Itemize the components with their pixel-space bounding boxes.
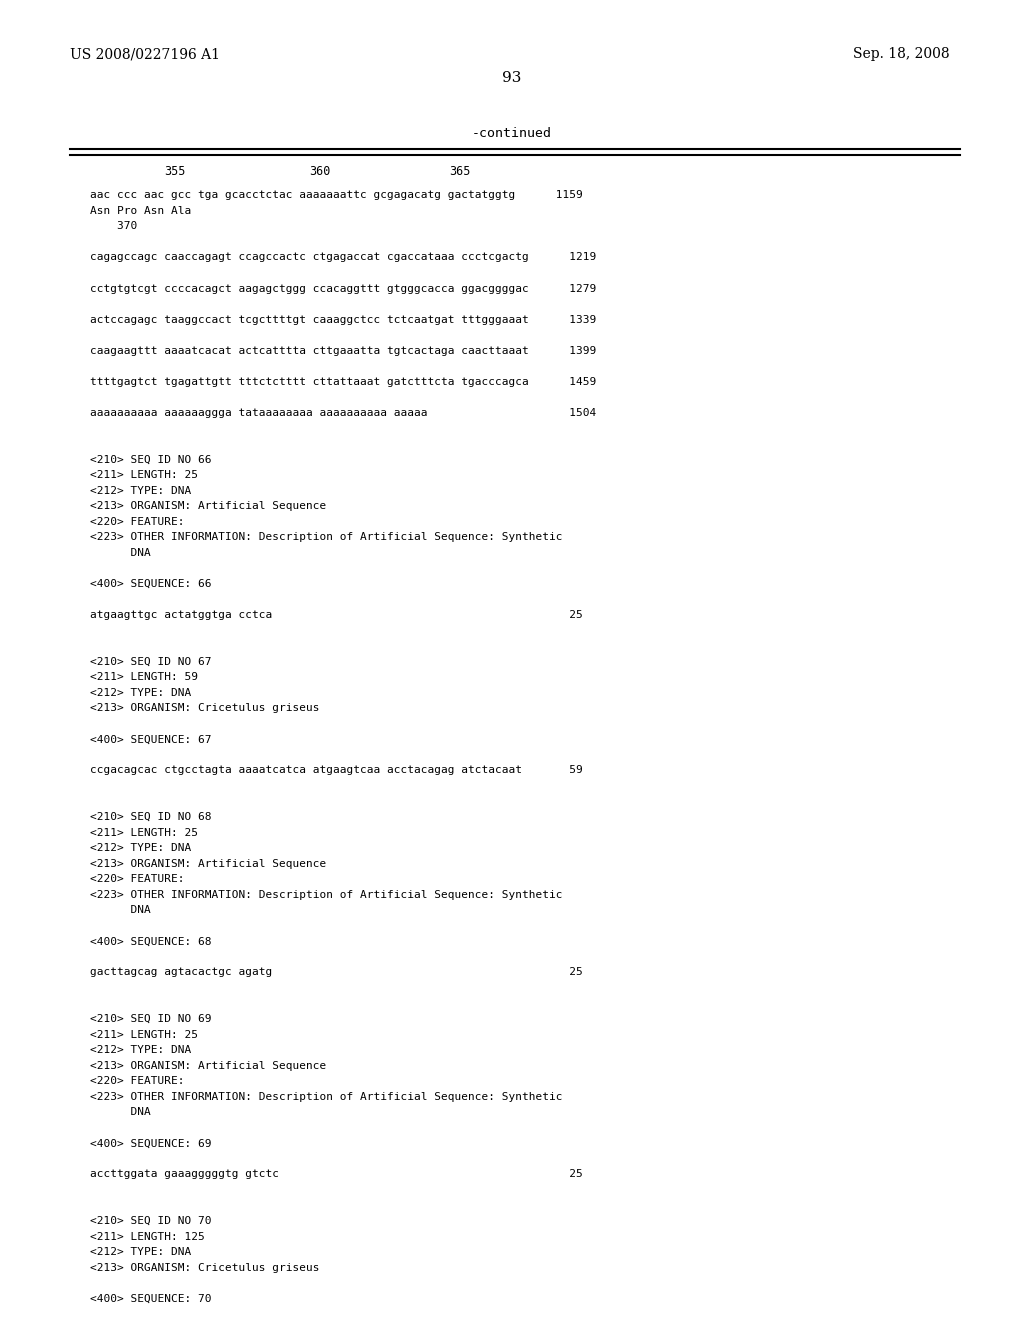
Text: <212> TYPE: DNA: <212> TYPE: DNA [90,486,191,495]
Text: cctgtgtcgt ccccacagct aagagctggg ccacaggttt gtgggcacca ggacggggac      1279: cctgtgtcgt ccccacagct aagagctggg ccacagg… [90,284,596,293]
Text: <210> SEQ ID NO 68: <210> SEQ ID NO 68 [90,812,212,822]
Text: <220> FEATURE:: <220> FEATURE: [90,516,184,527]
Text: <213> ORGANISM: Cricetulus griseus: <213> ORGANISM: Cricetulus griseus [90,1263,319,1272]
Text: <220> FEATURE:: <220> FEATURE: [90,874,184,884]
Text: <213> ORGANISM: Artificial Sequence: <213> ORGANISM: Artificial Sequence [90,502,327,511]
Text: <400> SEQUENCE: 70: <400> SEQUENCE: 70 [90,1294,212,1304]
Text: <210> SEQ ID NO 69: <210> SEQ ID NO 69 [90,1014,212,1024]
Text: ccgacagcac ctgcctagta aaaatcatca atgaagtcaa acctacagag atctacaat       59: ccgacagcac ctgcctagta aaaatcatca atgaagt… [90,766,583,775]
Text: 93: 93 [503,71,521,84]
Text: <210> SEQ ID NO 66: <210> SEQ ID NO 66 [90,454,212,465]
Text: <210> SEQ ID NO 70: <210> SEQ ID NO 70 [90,1216,212,1226]
Text: <211> LENGTH: 59: <211> LENGTH: 59 [90,672,198,682]
Text: <212> TYPE: DNA: <212> TYPE: DNA [90,1247,191,1257]
Text: <212> TYPE: DNA: <212> TYPE: DNA [90,843,191,853]
Text: <223> OTHER INFORMATION: Description of Artificial Sequence: Synthetic: <223> OTHER INFORMATION: Description of … [90,890,562,900]
Text: aaaaaaaaaa aaaaaaggga tataaaaaaaa aaaaaaaaaa aaaaa                     1504: aaaaaaaaaa aaaaaaggga tataaaaaaaa aaaaaa… [90,408,596,418]
Text: <213> ORGANISM: Cricetulus griseus: <213> ORGANISM: Cricetulus griseus [90,704,319,713]
Text: <400> SEQUENCE: 69: <400> SEQUENCE: 69 [90,1138,212,1148]
Text: <213> ORGANISM: Artificial Sequence: <213> ORGANISM: Artificial Sequence [90,1061,327,1071]
Text: -continued: -continued [472,127,552,140]
Text: actccagagc taaggccact tcgcttttgt caaaggctcc tctcaatgat tttgggaaat      1339: actccagagc taaggccact tcgcttttgt caaaggc… [90,314,596,325]
Text: <223> OTHER INFORMATION: Description of Artificial Sequence: Synthetic: <223> OTHER INFORMATION: Description of … [90,1092,562,1102]
Text: <400> SEQUENCE: 66: <400> SEQUENCE: 66 [90,579,212,589]
Text: <211> LENGTH: 25: <211> LENGTH: 25 [90,828,198,837]
Text: gacttagcag agtacactgc agatg                                            25: gacttagcag agtacactgc agatg 25 [90,968,583,977]
Text: accttggata gaaagggggtg gtctc                                           25: accttggata gaaagggggtg gtctc 25 [90,1170,583,1180]
Text: Asn Pro Asn Ala: Asn Pro Asn Ala [90,206,191,215]
Text: <212> TYPE: DNA: <212> TYPE: DNA [90,1045,191,1055]
Text: <211> LENGTH: 125: <211> LENGTH: 125 [90,1232,205,1242]
Text: 360: 360 [309,165,331,178]
Text: aac ccc aac gcc tga gcacctctac aaaaaaattc gcgagacatg gactatggtg      1159: aac ccc aac gcc tga gcacctctac aaaaaaatt… [90,190,583,201]
Text: atgaagttgc actatggtga cctca                                            25: atgaagttgc actatggtga cctca 25 [90,610,583,620]
Text: Sep. 18, 2008: Sep. 18, 2008 [853,48,950,61]
Text: <212> TYPE: DNA: <212> TYPE: DNA [90,688,191,698]
Text: 370: 370 [90,222,137,231]
Text: <220> FEATURE:: <220> FEATURE: [90,1076,184,1086]
Text: cagagccagc caaccagagt ccagccactc ctgagaccat cgaccataaa ccctcgactg      1219: cagagccagc caaccagagt ccagccactc ctgagac… [90,252,596,263]
Text: <400> SEQUENCE: 68: <400> SEQUENCE: 68 [90,936,212,946]
Text: ttttgagtct tgagattgtt tttctctttt cttattaaat gatctttcta tgacccagca      1459: ttttgagtct tgagattgtt tttctctttt cttatta… [90,376,596,387]
Text: 365: 365 [450,165,471,178]
Text: <210> SEQ ID NO 67: <210> SEQ ID NO 67 [90,656,212,667]
Text: DNA: DNA [90,906,151,915]
Text: <223> OTHER INFORMATION: Description of Artificial Sequence: Synthetic: <223> OTHER INFORMATION: Description of … [90,532,562,543]
Text: <211> LENGTH: 25: <211> LENGTH: 25 [90,470,198,480]
Text: US 2008/0227196 A1: US 2008/0227196 A1 [70,48,220,61]
Text: <213> ORGANISM: Artificial Sequence: <213> ORGANISM: Artificial Sequence [90,858,327,869]
Text: caagaagttt aaaatcacat actcatttta cttgaaatta tgtcactaga caacttaaat      1399: caagaagttt aaaatcacat actcatttta cttgaaa… [90,346,596,355]
Text: 355: 355 [164,165,185,178]
Text: DNA: DNA [90,548,151,558]
Text: <211> LENGTH: 25: <211> LENGTH: 25 [90,1030,198,1040]
Text: <400> SEQUENCE: 67: <400> SEQUENCE: 67 [90,734,212,744]
Text: DNA: DNA [90,1107,151,1117]
